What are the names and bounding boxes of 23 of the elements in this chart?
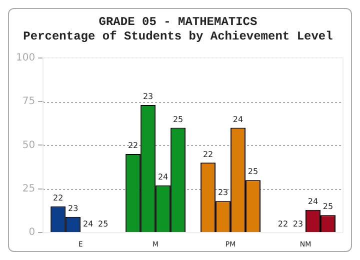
y-tick-label: 75 xyxy=(22,96,36,108)
series-label: 22 xyxy=(52,193,64,202)
text: 22 xyxy=(202,150,214,159)
y-tick-label: 100 xyxy=(16,52,36,64)
chart-title: GRADE 05 - MATHEMATICS xyxy=(98,15,258,30)
text: 23 xyxy=(68,204,78,213)
text: 22 xyxy=(128,141,138,150)
text: 23 xyxy=(292,220,304,229)
text: 22 xyxy=(278,220,288,229)
chart-subtitle: Percentage of Students by Achievement Level xyxy=(23,30,333,44)
series-label: 23 xyxy=(218,188,228,198)
y-tick-label: 25 xyxy=(22,183,36,194)
text: 24 xyxy=(82,220,94,229)
text: 25 xyxy=(172,114,184,124)
text: 24 xyxy=(232,114,244,124)
text: 25 xyxy=(322,202,334,212)
series-label: 25 xyxy=(248,167,258,176)
text: 23 xyxy=(142,92,154,102)
y-tick-label: 0 xyxy=(28,227,36,238)
text: 24 xyxy=(158,172,168,182)
series-label: 24 xyxy=(308,196,318,206)
y-tick-label: 50 xyxy=(22,140,36,151)
text: 25 xyxy=(98,220,108,229)
